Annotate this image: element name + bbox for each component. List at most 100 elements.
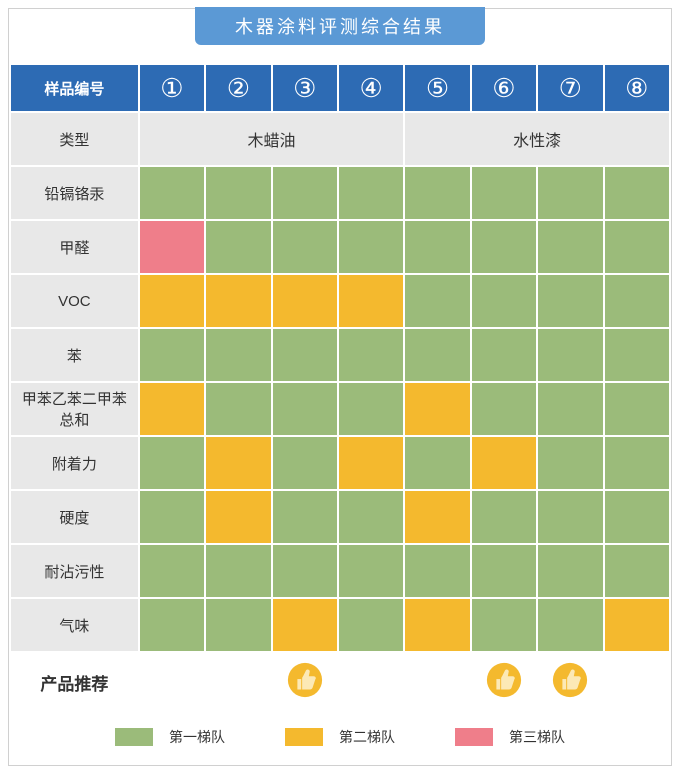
tier-cell [537,328,603,382]
tier-cell [139,598,205,652]
tier-cell [272,598,338,652]
tier-cell [537,166,603,220]
legend-item: 第三梯队 [455,727,565,747]
tier-cell [404,274,470,328]
row-label-type: 类型 [10,112,139,166]
tier-cell [338,166,404,220]
tier-cell [139,382,205,436]
tier-cell [272,544,338,598]
tier-cell [604,544,671,598]
row-label: 铅镉铬汞 [10,166,139,220]
tier-cell [604,436,671,490]
tier-cell [139,490,205,544]
row-label: 附着力 [10,436,139,490]
chart-container: 木器涂料评测综合结果 样品编号①②③④⑤⑥⑦⑧ 类型木蜡油水性漆铅镉铬汞甲醛VO… [8,8,672,766]
header-col-5: ⑤ [404,64,470,112]
table-body: 类型木蜡油水性漆铅镉铬汞甲醛VOC苯甲苯乙苯二甲苯总和附着力硬度耐沾污性气味产品… [10,112,670,712]
recommend-cell [404,652,470,712]
tier-cell [205,598,271,652]
recommend-cell [537,652,603,712]
tier-cell [338,544,404,598]
tier-cell [338,598,404,652]
tier-cell [272,220,338,274]
tier-cell [404,436,470,490]
row-label: 气味 [10,598,139,652]
header-col-4: ④ [338,64,404,112]
legend-label: 第二梯队 [339,727,395,747]
header-col-3: ③ [272,64,338,112]
thumbs-up-icon [286,661,324,703]
tier-cell [205,490,271,544]
tier-cell [471,166,537,220]
tier-cell [272,436,338,490]
tier-cell [338,328,404,382]
header-col-6: ⑥ [471,64,537,112]
tier-cell [537,544,603,598]
tier-cell [139,436,205,490]
tier-cell [272,382,338,436]
recommend-cell [272,652,338,712]
tier-cell [272,274,338,328]
recommend-label: 产品推荐 [10,652,139,712]
tier-cell [139,544,205,598]
legend-swatch [115,728,153,746]
title-tab: 木器涂料评测综合结果 [9,7,671,45]
tier-cell [205,544,271,598]
tier-cell [205,220,271,274]
tier-cell [471,274,537,328]
tier-cell [404,598,470,652]
tier-cell [272,490,338,544]
tier-cell [404,328,470,382]
tier-cell [537,382,603,436]
tier-cell [604,598,671,652]
tier-cell [471,436,537,490]
tier-cell [205,328,271,382]
legend-label: 第一梯队 [169,727,225,747]
tier-cell [471,544,537,598]
tier-cell [139,166,205,220]
tier-cell [139,274,205,328]
tier-cell [272,328,338,382]
recommend-cell [338,652,404,712]
header-col-1: ① [139,64,205,112]
tier-cell [404,382,470,436]
tier-cell [404,544,470,598]
tier-cell [205,436,271,490]
tier-cell [404,166,470,220]
header-col-7: ⑦ [537,64,603,112]
type-group-1: 水性漆 [404,112,670,166]
tier-cell [604,274,671,328]
legend-swatch [455,728,493,746]
tier-cell [604,220,671,274]
tier-cell [537,220,603,274]
row-label: 甲苯乙苯二甲苯总和 [10,382,139,436]
thumbs-up-icon [485,661,523,703]
tier-cell [139,328,205,382]
tier-cell [205,382,271,436]
recommend-cell [139,652,205,712]
tier-cell [537,436,603,490]
tier-cell [537,598,603,652]
legend-item: 第一梯队 [115,727,225,747]
legend-label: 第三梯队 [509,727,565,747]
chart-title: 木器涂料评测综合结果 [195,7,485,45]
tier-cell [471,598,537,652]
tier-cell [604,382,671,436]
tier-cell [139,220,205,274]
tier-cell [471,328,537,382]
tier-cell [537,274,603,328]
legend: 第一梯队 第二梯队 第三梯队 [9,713,671,765]
tier-cell [338,274,404,328]
row-label: 甲醛 [10,220,139,274]
tier-cell [604,490,671,544]
legend-swatch [285,728,323,746]
tier-cell [338,220,404,274]
tier-cell [604,166,671,220]
row-label: 苯 [10,328,139,382]
tier-cell [471,382,537,436]
tier-cell [604,328,671,382]
tier-cell [404,220,470,274]
tier-cell [471,220,537,274]
recommend-cell [471,652,537,712]
header-col-2: ② [205,64,271,112]
